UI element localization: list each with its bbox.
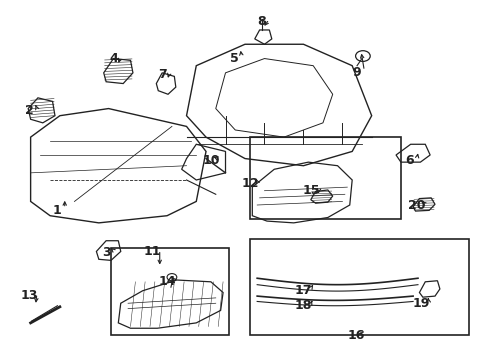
Text: 3: 3 bbox=[102, 246, 110, 258]
Text: 8: 8 bbox=[258, 14, 267, 27]
Text: 16: 16 bbox=[347, 329, 365, 342]
Bar bbox=[111, 248, 229, 336]
Text: 11: 11 bbox=[144, 245, 161, 258]
Text: 19: 19 bbox=[413, 297, 430, 310]
Text: 5: 5 bbox=[230, 52, 239, 65]
Text: 6: 6 bbox=[405, 154, 414, 167]
Text: 15: 15 bbox=[303, 184, 320, 197]
Text: 9: 9 bbox=[353, 66, 361, 79]
Text: 1: 1 bbox=[53, 204, 62, 217]
Text: 14: 14 bbox=[158, 275, 176, 288]
Text: 10: 10 bbox=[202, 154, 220, 167]
Text: 13: 13 bbox=[21, 288, 38, 302]
Text: 7: 7 bbox=[158, 68, 167, 81]
Text: 18: 18 bbox=[295, 299, 312, 312]
Text: 17: 17 bbox=[294, 284, 312, 297]
Bar bbox=[250, 239, 469, 336]
Bar bbox=[250, 137, 401, 219]
Text: 20: 20 bbox=[408, 198, 425, 212]
Text: 12: 12 bbox=[241, 177, 259, 190]
Text: 2: 2 bbox=[25, 104, 34, 117]
Text: 4: 4 bbox=[109, 52, 118, 65]
